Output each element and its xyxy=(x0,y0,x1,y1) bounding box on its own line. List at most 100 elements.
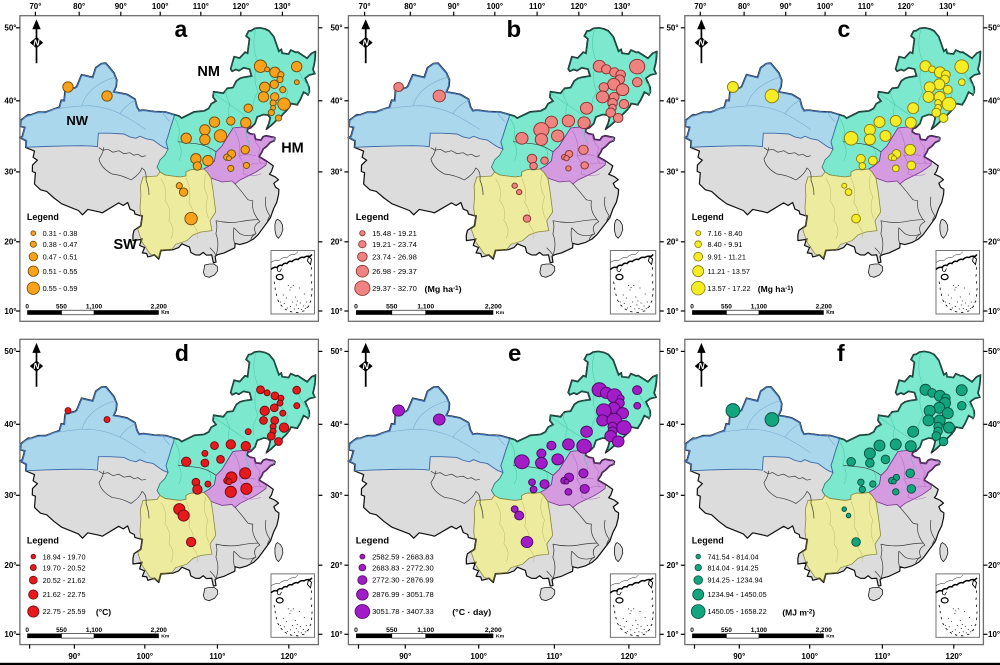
svg-text:Km: Km xyxy=(826,633,835,639)
svg-text:20°: 20° xyxy=(666,561,678,570)
svg-text:10°: 10° xyxy=(988,307,1000,316)
svg-text:50°: 50° xyxy=(4,24,16,33)
svg-text:2,200: 2,200 xyxy=(151,304,168,311)
svg-text:80°: 80° xyxy=(73,2,85,11)
svg-text:11.21 - 13.57: 11.21 - 13.57 xyxy=(708,267,750,276)
svg-text:0.38 - 0.47: 0.38 - 0.47 xyxy=(43,240,78,249)
svg-text:30°: 30° xyxy=(4,491,16,500)
svg-text:30°: 30° xyxy=(330,168,342,177)
svg-text:1,100: 1,100 xyxy=(751,304,768,311)
svg-text:0: 0 xyxy=(690,304,694,311)
svg-text:Km: Km xyxy=(826,310,835,316)
svg-text:550: 550 xyxy=(721,627,732,634)
svg-text:Legend: Legend xyxy=(692,212,724,222)
svg-text:50°: 50° xyxy=(330,347,342,356)
svg-text:(Mg ha-1): (Mg ha-1) xyxy=(425,284,462,294)
svg-text:SW: SW xyxy=(114,237,138,253)
svg-text:40°: 40° xyxy=(988,420,1000,429)
svg-text:0.55 - 0.59: 0.55 - 0.59 xyxy=(43,284,78,293)
svg-text:550: 550 xyxy=(721,304,732,311)
svg-text:814.04 - 914.25: 814.04 - 914.25 xyxy=(708,563,759,572)
svg-text:20°: 20° xyxy=(330,561,342,570)
svg-text:15.48 - 19.21: 15.48 - 19.21 xyxy=(372,229,417,238)
svg-text:20°: 20° xyxy=(330,238,342,247)
svg-text:(°C · day): (°C · day) xyxy=(452,607,491,617)
svg-text:Legend: Legend xyxy=(27,536,59,546)
svg-text:50°: 50° xyxy=(4,347,16,356)
svg-text:70°: 70° xyxy=(694,2,706,11)
svg-text:Km: Km xyxy=(161,310,170,316)
svg-text:550: 550 xyxy=(56,304,67,311)
svg-text:30°: 30° xyxy=(988,168,1000,177)
svg-text:40°: 40° xyxy=(330,420,342,429)
svg-text:30°: 30° xyxy=(4,168,16,177)
svg-text:550: 550 xyxy=(56,627,67,634)
svg-text:2,200: 2,200 xyxy=(485,627,502,634)
svg-text:0.31 - 0.38: 0.31 - 0.38 xyxy=(43,229,78,238)
svg-text:22.75 - 25.59: 22.75 - 25.59 xyxy=(43,607,86,616)
svg-text:40°: 40° xyxy=(330,97,342,106)
svg-text:c: c xyxy=(837,16,850,42)
svg-text:0.47 - 0.51: 0.47 - 0.51 xyxy=(43,252,78,261)
svg-text:10°: 10° xyxy=(330,630,342,639)
svg-text:30°: 30° xyxy=(988,491,1000,500)
svg-text:20°: 20° xyxy=(4,561,16,570)
svg-text:90°: 90° xyxy=(115,2,127,11)
svg-text:b: b xyxy=(507,17,522,42)
svg-text:NM: NM xyxy=(197,64,220,80)
svg-text:Km: Km xyxy=(496,633,505,639)
svg-text:30°: 30° xyxy=(666,491,678,500)
svg-text:130°: 130° xyxy=(939,2,956,11)
svg-text:0: 0 xyxy=(354,627,358,634)
svg-text:8.40 - 9.91: 8.40 - 9.91 xyxy=(708,240,743,249)
svg-text:HM: HM xyxy=(281,141,304,157)
svg-text:100°: 100° xyxy=(487,2,504,11)
svg-text:2,200: 2,200 xyxy=(816,627,833,634)
svg-text:914.25 - 1234.94: 914.25 - 1234.94 xyxy=(708,576,763,585)
svg-text:Legend: Legend xyxy=(27,212,59,222)
svg-text:19.21 - 23.74: 19.21 - 23.74 xyxy=(372,240,417,249)
svg-text:21.62 - 22.75: 21.62 - 22.75 xyxy=(43,590,86,599)
svg-text:Legend: Legend xyxy=(356,536,389,546)
svg-text:80°: 80° xyxy=(404,2,416,11)
svg-text:9.91 - 11.21: 9.91 - 11.21 xyxy=(708,252,746,261)
svg-text:10°: 10° xyxy=(666,630,678,639)
svg-text:Legend: Legend xyxy=(356,212,389,222)
svg-text:90°: 90° xyxy=(780,2,792,11)
svg-text:50°: 50° xyxy=(330,24,342,33)
svg-text:20°: 20° xyxy=(988,238,1000,247)
svg-text:7.16 - 8.40: 7.16 - 8.40 xyxy=(708,229,743,238)
svg-text:13.57 - 17.22: 13.57 - 17.22 xyxy=(708,284,751,293)
svg-text:70°: 70° xyxy=(29,2,41,11)
svg-text:Legend: Legend xyxy=(692,536,724,546)
svg-text:30°: 30° xyxy=(330,491,342,500)
svg-text:2582.59 - 2683.83: 2582.59 - 2683.83 xyxy=(372,552,434,561)
svg-text:0: 0 xyxy=(25,627,29,634)
svg-text:90°: 90° xyxy=(68,652,80,661)
svg-text:Km: Km xyxy=(161,633,170,639)
svg-text:(Mg ha-1): (Mg ha-1) xyxy=(758,284,794,294)
svg-text:40°: 40° xyxy=(4,420,16,429)
svg-text:f: f xyxy=(837,340,845,366)
svg-text:70°: 70° xyxy=(359,2,371,11)
svg-text:2876.99 - 3051.78: 2876.99 - 3051.78 xyxy=(372,590,434,599)
svg-text:23.74 - 26.98: 23.74 - 26.98 xyxy=(372,253,417,262)
svg-text:40°: 40° xyxy=(4,97,16,106)
svg-text:1,100: 1,100 xyxy=(417,304,434,311)
svg-text:100°: 100° xyxy=(152,2,169,11)
svg-text:NW: NW xyxy=(66,113,88,128)
svg-text:Km: Km xyxy=(496,310,505,316)
svg-text:(°C): (°C) xyxy=(96,607,111,617)
svg-text:1,100: 1,100 xyxy=(86,304,103,311)
svg-text:20°: 20° xyxy=(4,238,16,247)
svg-text:20°: 20° xyxy=(988,561,1000,570)
svg-text:10°: 10° xyxy=(666,307,678,316)
svg-text:120°: 120° xyxy=(233,2,250,11)
svg-text:741.54 - 814.04: 741.54 - 814.04 xyxy=(708,552,759,561)
svg-text:110°: 110° xyxy=(529,2,545,11)
svg-text:50°: 50° xyxy=(666,24,678,33)
svg-text:50°: 50° xyxy=(666,347,678,356)
svg-text:20°: 20° xyxy=(666,238,678,247)
svg-text:a: a xyxy=(175,16,188,42)
svg-text:2772.30 - 2876.99: 2772.30 - 2876.99 xyxy=(372,576,434,585)
